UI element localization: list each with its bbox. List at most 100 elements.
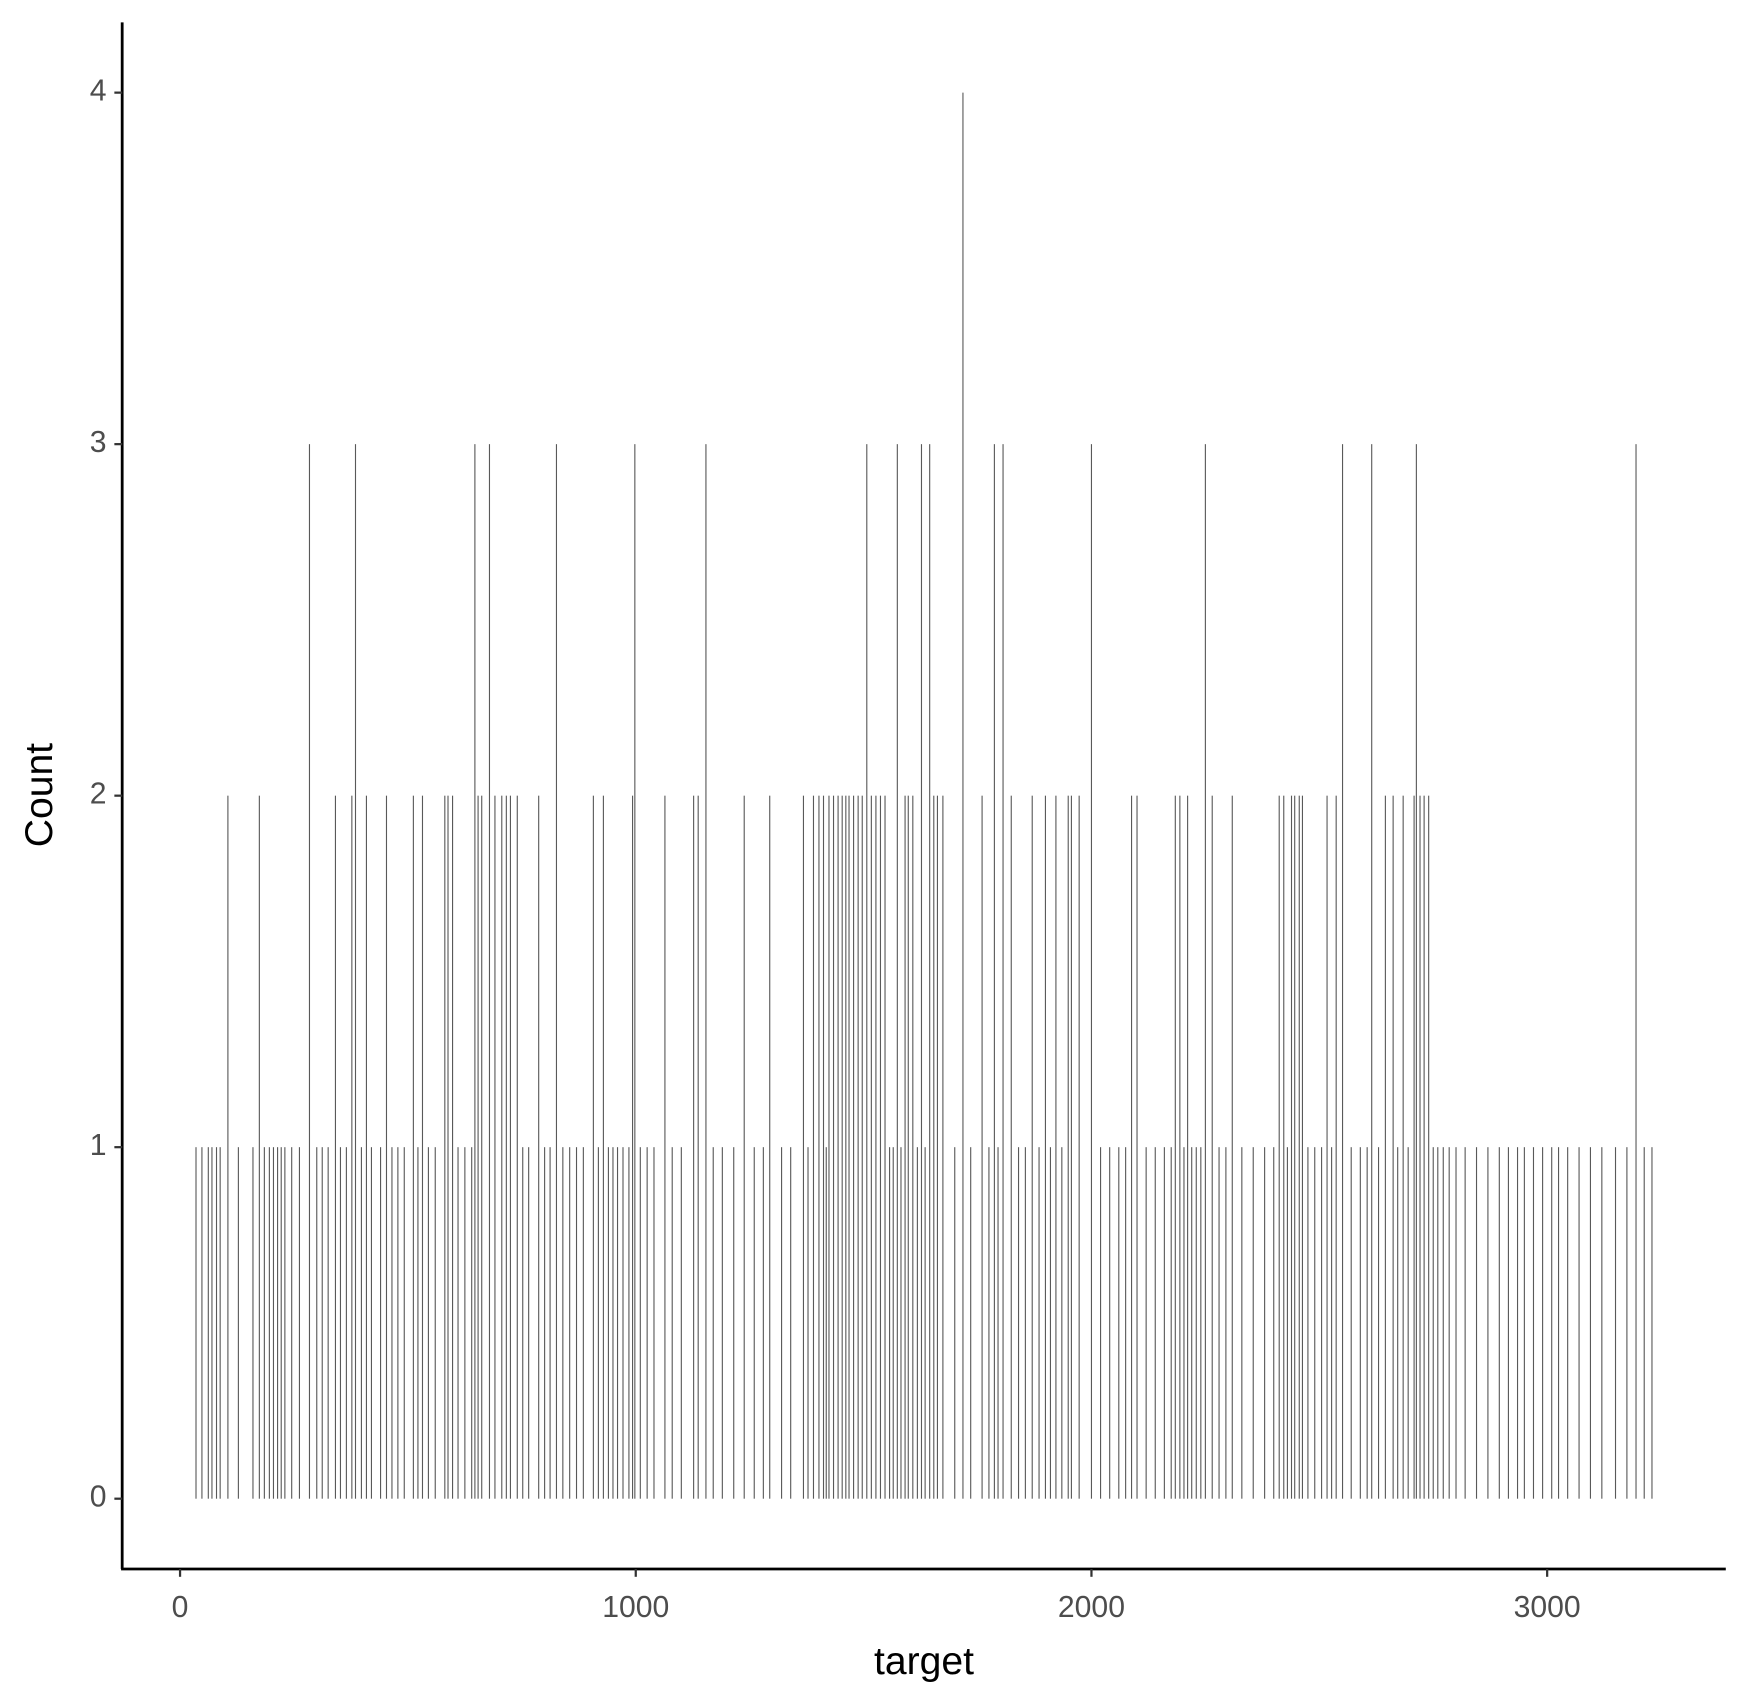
bar [628,1147,630,1499]
bar [1523,1147,1525,1499]
bar [1335,795,1337,1499]
bar [832,795,835,1499]
bar [1341,444,1344,1499]
bar [853,795,855,1499]
bar [592,795,594,1499]
bar [848,795,850,1499]
y-tick-label: 0 [90,1481,107,1514]
bar [916,1147,918,1499]
bar [582,1147,584,1499]
bar [680,1147,682,1499]
bar [845,795,847,1499]
bar [538,795,540,1499]
bar [1187,795,1189,1499]
bar [1183,1147,1185,1499]
bar [1273,1147,1275,1499]
bar [501,795,503,1499]
bar [837,795,839,1499]
bar [488,444,491,1499]
bar [1044,795,1046,1499]
bar [1055,795,1057,1499]
bar [721,1147,723,1499]
bar [822,795,825,1499]
bar [1145,1147,1147,1499]
bar [1350,1147,1352,1499]
bar [1567,1147,1569,1499]
bar [291,1147,293,1499]
bars [195,92,1653,1499]
bar [1331,1147,1333,1499]
bar [1200,1147,1202,1499]
bar [380,1147,382,1499]
bar [219,1147,221,1499]
bar [345,1147,347,1499]
bar [825,1147,827,1499]
bar [1651,1147,1653,1499]
bar [1078,795,1080,1499]
bar [900,1147,902,1499]
bar [474,444,476,1499]
bar [1252,1147,1254,1499]
bar [875,795,877,1499]
x-tick-label: 3000 [1514,1591,1581,1624]
y-axis-title: Count [18,743,61,847]
x-axis-title: target [874,1640,974,1683]
bar [549,1147,551,1499]
bar [920,444,923,1499]
bar [1241,1147,1243,1499]
bar [1448,1147,1450,1499]
bar [597,1147,599,1499]
bar [653,1147,655,1499]
bar [1407,1147,1409,1499]
bar [743,795,745,1499]
bar [907,795,909,1499]
bar [1191,1147,1193,1499]
bar [1516,1147,1519,1499]
bar [639,1147,641,1499]
bar [693,795,695,1499]
bar [509,795,511,1499]
bar [1218,1147,1220,1499]
bar [1002,444,1004,1499]
bar [1321,1147,1323,1499]
bar [351,795,353,1499]
bar [360,1147,362,1499]
bar [936,795,938,1499]
bar [1264,1147,1266,1499]
bar [892,1147,894,1499]
bar [697,795,699,1499]
bar [733,1147,735,1499]
bar [258,795,260,1499]
bar [321,1147,323,1499]
bar [1507,1147,1509,1499]
bar [1090,444,1093,1499]
bar [993,444,995,1499]
y-tick-label: 1 [90,1129,107,1162]
bar [1532,1147,1535,1499]
bar [280,1147,282,1499]
bar [769,795,771,1499]
bar [1154,1147,1156,1499]
bar [1557,1147,1560,1499]
y-tick-label: 2 [90,778,107,811]
bar [211,1147,213,1499]
bar [1442,1147,1444,1499]
bar [1118,1147,1120,1499]
bar [812,795,815,1499]
bar [1130,795,1133,1499]
bar [1225,1147,1227,1499]
bar [622,1147,624,1499]
bar [828,795,830,1499]
bar [562,1147,564,1499]
bar [870,795,872,1499]
bar [866,444,868,1499]
bar [1204,444,1206,1499]
bar [1601,1147,1603,1499]
bar [339,1147,342,1499]
bar [612,1147,614,1499]
bar [1626,1147,1628,1499]
bar [1109,1147,1111,1499]
bar [924,1147,926,1499]
bar [1278,795,1280,1499]
